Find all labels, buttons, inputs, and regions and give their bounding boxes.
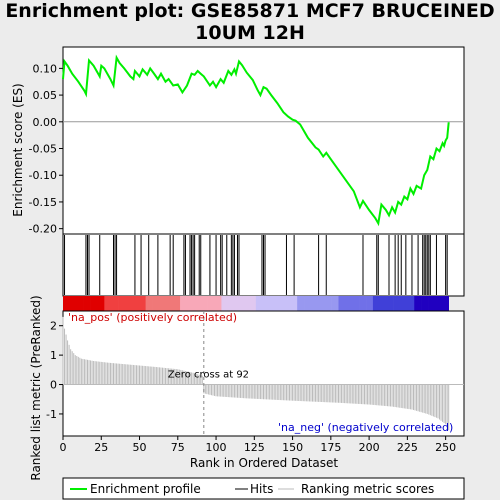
x-tick-label: 100 — [206, 441, 227, 454]
enrichment-profile-line — [62, 54, 450, 227]
heatmap-segment — [290, 296, 298, 311]
legend-hits-label: Hits — [250, 482, 273, 496]
upper-y-tick-label: 0.00 — [33, 116, 58, 129]
chart-title-line1: Enrichment plot: GSE85871 MCF7 BRUCEINED — [5, 0, 495, 22]
lower-y-axis-label: Ranked list metric (PreRanked) — [29, 295, 43, 480]
upper-y-tick-label: -0.20 — [29, 223, 57, 236]
heatmap-segment — [421, 296, 429, 311]
x-tick-label: 50 — [133, 441, 147, 454]
heatmap-segment — [386, 296, 394, 311]
heatmap-segment — [276, 296, 284, 311]
upper-y-tick-label: -0.15 — [29, 196, 57, 209]
heatmap-segment — [63, 296, 71, 311]
heatmap-segment — [400, 296, 408, 311]
heatmap-segment — [145, 296, 153, 311]
heatmap-segment — [83, 296, 91, 311]
upper-plot-area — [62, 46, 465, 235]
heatmap-segment — [242, 296, 250, 311]
heatmap-segment — [393, 296, 401, 311]
heatmap-segment — [228, 296, 236, 311]
chart-title: Enrichment plot: GSE85871 MCF7 BRUCEINED… — [0, 0, 500, 44]
heatmap-segment — [214, 296, 222, 311]
heatmap-segment — [379, 296, 388, 311]
zero-cross-label: Zero cross at 92 — [168, 370, 249, 381]
heatmap-segment — [269, 296, 277, 311]
heatmap-segment — [414, 296, 422, 311]
heatmap-segment — [207, 296, 215, 311]
x-tick-label: 225 — [397, 441, 418, 454]
heatmap-segment — [159, 296, 167, 311]
heatmap-segment — [317, 296, 326, 311]
x-tick-label: 250 — [435, 441, 456, 454]
heatmap-segment — [248, 296, 257, 311]
heatmap-segment — [118, 296, 126, 311]
heatmap-segment — [152, 296, 160, 311]
chart-title-line2: 10UM 12H — [195, 22, 305, 44]
heatmap-segment — [407, 296, 415, 311]
upper-y-tick-label: 0.05 — [33, 89, 58, 102]
heatmap-segment — [69, 296, 78, 311]
heatmap-segment — [124, 296, 133, 311]
lower-plot-area — [62, 310, 465, 437]
heatmap-segment — [180, 296, 188, 311]
upper-y-tick-label: -0.10 — [29, 169, 57, 182]
heatmap-segment — [304, 296, 312, 311]
heatmap-segment — [104, 296, 112, 311]
heatmap-segment — [331, 296, 339, 311]
heatmap-segment — [297, 296, 305, 311]
heatmap-segment — [97, 296, 105, 311]
legend: Enrichment profile Hits Ranking metric s… — [62, 477, 465, 500]
legend-enrichment-label: Enrichment profile — [90, 482, 201, 496]
lower-y-tick-label: -1 — [46, 408, 57, 421]
x-tick-label: 25 — [94, 441, 108, 454]
x-axis-label: Rank in Ordered Dataset — [190, 456, 338, 470]
heatmap-segment — [366, 296, 374, 311]
heatmap-segment — [200, 296, 208, 311]
heatmap-segment — [221, 296, 229, 311]
upper-y-axis-label: Enrichment score (ES) — [11, 83, 25, 216]
heatmap-segment — [138, 296, 146, 311]
heatmap-segment — [338, 296, 346, 311]
heatmap-segment — [90, 296, 98, 311]
x-tick-label: 150 — [282, 441, 303, 454]
heatmap-segment — [186, 296, 195, 311]
upper-y-tick-label: 0.10 — [33, 62, 58, 75]
positive-label: 'na_pos' (positively correlated) — [68, 311, 237, 324]
heatmap-segment — [111, 296, 119, 311]
legend-box — [62, 477, 465, 500]
heatmap-segment — [345, 296, 353, 311]
x-tick-label: 200 — [359, 441, 380, 454]
heatmap-segment — [262, 296, 270, 311]
x-tick-label: 125 — [244, 441, 265, 454]
x-tick-label: 0 — [60, 441, 67, 454]
upper-y-tick-label: -0.05 — [29, 143, 57, 156]
x-tick-label: 75 — [171, 441, 185, 454]
heatmap-segment — [255, 296, 264, 311]
heatmap-segment — [193, 296, 202, 311]
negative-label: 'na_neg' (negatively correlated) — [278, 421, 453, 434]
heatmap-segment — [372, 296, 381, 311]
lower-y-tick-label: 0 — [50, 379, 57, 392]
heatmap-segment — [359, 296, 367, 311]
heatmap-segment — [131, 296, 140, 311]
x-tick-label: 175 — [320, 441, 341, 454]
heatmap-segment — [76, 296, 84, 311]
heatmap-segment — [434, 296, 443, 311]
heatmap-segment — [324, 296, 332, 311]
heatmap-segment — [173, 296, 181, 311]
heatmap-segment — [283, 296, 291, 311]
legend-ranking-label: Ranking metric scores — [301, 482, 434, 496]
heatmap-segment — [235, 296, 243, 311]
heatmap-segment — [310, 296, 319, 311]
lower-y-tick-label: 2 — [50, 320, 57, 333]
lower-y-tick-label: 1 — [50, 349, 57, 362]
heatmap-segment — [166, 296, 174, 311]
rank-heatmap-bar — [63, 296, 449, 311]
heatmap-segment — [428, 296, 436, 311]
heatmap-segment — [352, 296, 360, 311]
heatmap-segment — [441, 296, 449, 311]
